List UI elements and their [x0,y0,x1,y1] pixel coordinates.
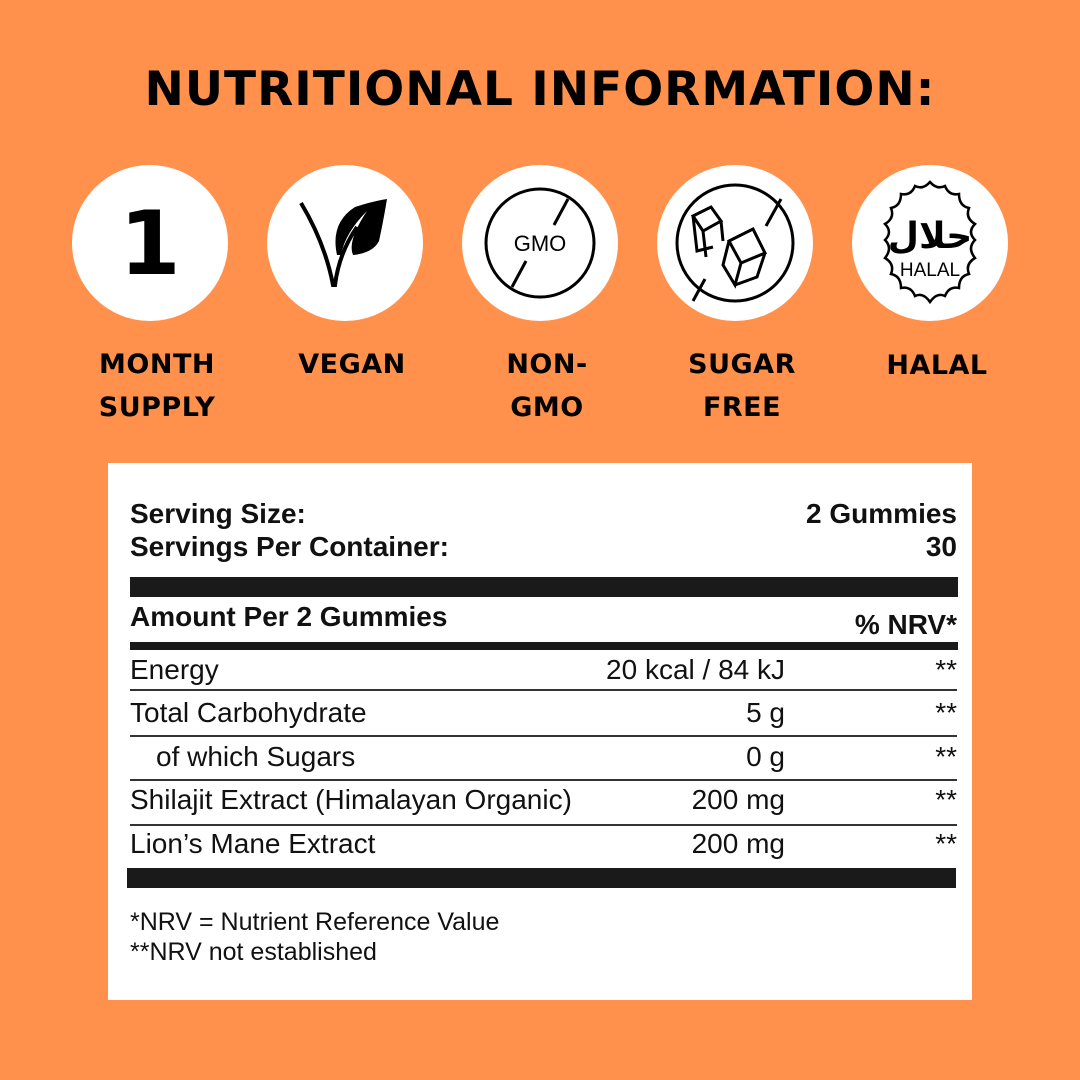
badge-label-month-supply: MONTH SUPPLY [98,349,216,423]
servings-per-container-row: Servings Per Container: 30 [130,531,957,562]
badge-label-sugar-free: SUGAR FREE [688,349,796,423]
nutrient-row-shilajit: Shilajit Extract (Himalayan Organic) 200 … [130,784,957,815]
amount-header-row: Amount Per 2 Gummies% NRV* [130,601,957,640]
badge-vegan [267,165,423,321]
svg-text:GMO: GMO [514,231,567,256]
vegan-leaf-icon [299,199,387,287]
badge-halal: حلال HALAL [852,165,1008,321]
thick-divider [127,868,956,888]
number-one-icon: 1 [119,191,181,295]
footnote-not-established: **NRV not established [130,938,377,966]
nutrient-row-lions-mane: Lion’s Mane Extract 200 mg ** [130,828,957,859]
badge-non-gmo: GMO [462,165,618,321]
medium-divider [130,642,958,650]
nutrient-row-carbohydrate: Total Carbohydrate 5 g ** [130,697,957,728]
row-divider [130,689,957,691]
svg-text:حلال: حلال [888,216,973,257]
thick-divider [130,577,958,597]
row-divider [130,735,957,737]
serving-size-row: Serving Size: 2 Gummies [130,498,957,529]
svg-text:HALAL: HALAL [900,260,960,281]
page-title: NUTRITIONAL INFORMATION: [144,62,936,117]
no-sugar-cubes-icon [675,183,795,303]
badge-label-halal: HALAL [886,350,988,381]
footnote-nrv: *NRV = Nutrient Reference Value [130,908,500,936]
no-gmo-icon: GMO [484,187,596,299]
row-divider [130,779,957,781]
nutrient-row-energy: Energy 20 kcal / 84 kJ ** [130,654,957,685]
badge-label-vegan: VEGAN [298,349,406,380]
nutrition-panel: Serving Size: 2 Gummies Servings Per Cont… [108,463,972,1000]
badge-month-supply: 1 [72,165,228,321]
badge-sugar-free [657,165,813,321]
row-divider [130,824,957,826]
nutrient-row-sugars: of which Sugars 0 g ** [156,741,957,772]
halal-seal-icon: حلال HALAL [882,180,978,305]
badge-label-non-gmo: NON- GMO [506,349,588,423]
